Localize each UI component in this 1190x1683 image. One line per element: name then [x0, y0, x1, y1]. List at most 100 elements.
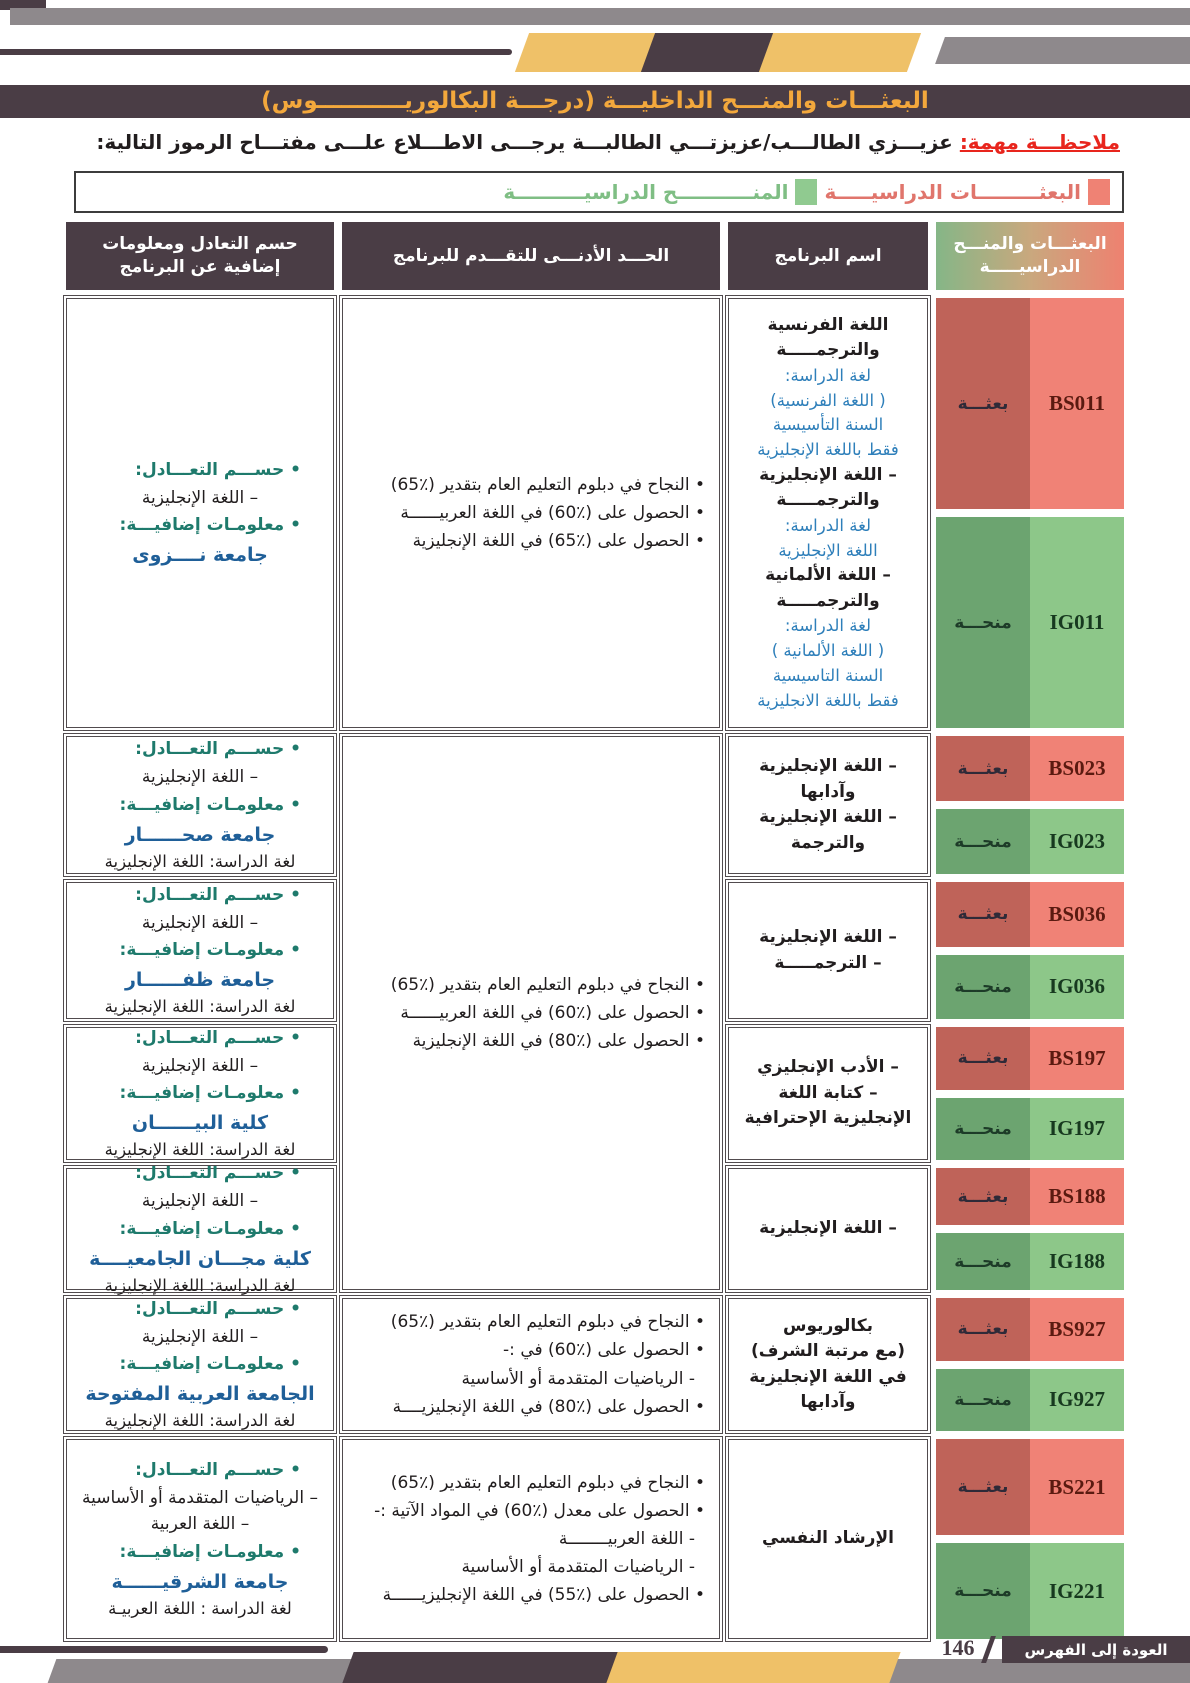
grant-legend-label: المنـــــــــــح الدراسيــــــــــة	[503, 180, 789, 204]
detail-line: – اللغة العربية	[150, 1514, 250, 1535]
university-name: كلية البيــــــان	[131, 1112, 269, 1134]
program-line: والترجمـــــة	[776, 340, 880, 361]
note-text: عزيـــزي الطالـــب/عزيزتـــي الطالبـــة …	[96, 130, 953, 154]
grant-cell: IG188 منحـــة	[936, 1233, 1124, 1290]
grant-code: IG221	[1030, 1543, 1124, 1639]
top-gray-bar	[10, 8, 1190, 25]
scholarship-cell: BS188 بعثـــة	[936, 1168, 1124, 1225]
grant-type-label: منحـــة	[936, 809, 1030, 874]
codes-cell: BS036 بعثـــة IG036 منحـــة	[936, 882, 1124, 1019]
header-ribbon-yellow-1	[514, 33, 658, 72]
grant-code: IG036	[1030, 954, 1124, 1019]
scholarship-code: BS197	[1030, 1027, 1124, 1090]
program-line: – اللغة الإنجليزية	[759, 927, 897, 947]
header-tiebreak-info: حسم التعادل ومعلومات إضافية عن البرنامج	[66, 222, 334, 290]
program-line: فقط باللغة الانجليزية	[757, 690, 899, 710]
program-line: والترجمـــــة	[776, 590, 880, 611]
section-heading: • معلومـات إضافيـــة:	[119, 1083, 301, 1104]
program-line: لغة الدراسة:	[784, 515, 872, 535]
grant-cell: IG011 منحـــة	[936, 517, 1124, 728]
condition-line: • الحصول على معدل (٪60) في المواد الآتية…	[374, 1500, 705, 1521]
scholarship-cell: BS927 بعثـــة	[936, 1298, 1124, 1361]
min-requirements-cell: • النجاح في دبلوم التعليم العام بتقدير (…	[339, 1295, 723, 1434]
program-name-cell: – اللغة الإنجليزية – الترجمـــــة	[725, 879, 931, 1022]
header-ribbon-yellow-2	[758, 33, 922, 72]
program-line: – الأدب الإنجليزي	[757, 1057, 899, 1078]
condition-line: • الحصول على (٪80) في اللغة الإنجليزية	[412, 1031, 705, 1052]
codes-cell: BS011 بعثـــة IG011 منحـــة	[936, 298, 1124, 728]
grant-type-label: منحـــة	[936, 1368, 1030, 1431]
program-line: – اللغة الإنجليزية	[759, 756, 897, 776]
grant-cell: IG023 منحـــة	[936, 809, 1124, 874]
program-name-cell: – اللغة الإنجليزية	[725, 1165, 931, 1293]
program-line: – اللغة الإنجليزية	[759, 464, 897, 485]
grant-cell: IG197 منحـــة	[936, 1097, 1124, 1160]
section-heading: • حســـم التعـــادل:	[135, 884, 301, 905]
min-requirements-cell: • النجاح في دبلوم التعليم العام بتقدير (…	[339, 733, 723, 1293]
scholarship-cell: BS197 بعثـــة	[936, 1027, 1124, 1090]
scholarship-type-label: بعثـــة	[936, 882, 1030, 947]
back-to-index-button[interactable]: العودة إلى الفهرس	[1002, 1636, 1190, 1663]
scholarship-cell: BS221 بعثـــة	[936, 1439, 1124, 1535]
scholarship-type-label: بعثـــة	[936, 736, 1030, 801]
program-line: ( اللغة الفرنسية)	[770, 390, 886, 410]
program-line: – اللغة الألمانية	[765, 565, 891, 586]
grant-color-swatch	[795, 179, 818, 205]
language-note: لغة الدراسة: اللغة الإنجليزية	[104, 851, 296, 871]
grant-type-label: منحـــة	[936, 954, 1030, 1019]
scholarship-type-label: بعثـــة	[936, 1298, 1030, 1361]
program-name-cell: بكالوريوس (مع مرتبة الشرف) في اللغة الإنجل…	[725, 1295, 931, 1434]
university-name: كلية مجـــان الجامعيــــة	[89, 1247, 311, 1270]
program-line: السنة التأسيسية	[772, 415, 884, 435]
program-line: اللغة الفرنسية	[767, 314, 889, 335]
section-heading: • حســـم التعـــادل:	[135, 1027, 301, 1048]
university-name: جامعة نــــزوى	[132, 543, 268, 566]
codes-cell: BS221 بعثـــة IG221 منحـــة	[936, 1439, 1124, 1639]
legend-box: البعثـــــــــات الدراسيـــــة المنـــــ…	[74, 171, 1124, 213]
note-label: ملاحظـــة مهمة:	[959, 130, 1120, 154]
section-heading: • حســـم التعـــادل:	[135, 1163, 301, 1184]
detail-line: – اللغة الإنجليزية	[141, 767, 259, 788]
grant-code: IG197	[1030, 1097, 1124, 1160]
scholarship-code: BS221	[1030, 1439, 1124, 1535]
program-line: فقط باللغة الإنجليزية	[757, 440, 899, 459]
header-minimum-requirements: الحـــد الأدنـــى للتقـــدم للبرنامج	[342, 222, 720, 290]
condition-line: • النجاح في دبلوم التعليم العام بتقدير (…	[390, 974, 705, 995]
university-name: جامعة الشرقيــــــة	[111, 1570, 289, 1593]
scholarship-code: BS023	[1030, 736, 1124, 801]
tiebreak-info-cell: • حســـم التعـــادل: – اللغة الإنجليزية • …	[63, 1024, 337, 1163]
page-number: 146	[941, 1635, 975, 1660]
program-line: (مع مرتبة الشرف)	[750, 1341, 906, 1361]
footer-ribbon-yellow	[606, 1652, 901, 1683]
grant-type-label: منحـــة	[936, 1097, 1030, 1160]
detail-line: – اللغة الإنجليزية	[141, 487, 259, 508]
tiebreak-info-cell: • حســـم التعـــادل: – الرياضيات المتقدمة…	[63, 1436, 337, 1642]
scholarship-code: BS188	[1030, 1168, 1124, 1225]
scholarship-code: BS927	[1030, 1298, 1124, 1361]
codes-cell: BS188 بعثـــة IG188 منحـــة	[936, 1168, 1124, 1290]
university-name: جامعة صحــــــار	[124, 823, 276, 846]
grant-cell: IG036 منحـــة	[936, 954, 1124, 1019]
language-note: لغة الدراسة : اللغة العربيـة	[108, 1599, 292, 1619]
program-line: – اللغة الإنجليزية	[759, 807, 897, 827]
codes-cell: BS197 بعثـــة IG197 منحـــة	[936, 1027, 1124, 1160]
scholarship-type-label: بعثـــة	[936, 298, 1030, 509]
section-heading: • حســـم التعـــادل:	[135, 739, 301, 760]
top-corner-bar	[0, 0, 46, 10]
language-note: لغة الدراسة: اللغة الإنجليزية	[104, 1275, 296, 1295]
detail-line: – الرياضيات المتقدمة أو الأساسية	[82, 1488, 318, 1509]
important-note: ملاحظـــة مهمة: عزيـــزي الطالـــب/عزيزت…	[40, 130, 1120, 154]
header-program-name: اسم البرنامج	[728, 222, 928, 290]
grant-code: IG927	[1030, 1368, 1124, 1431]
program-line: الإنجليزية الإحترافية	[744, 1108, 912, 1129]
grant-type-label: منحـــة	[936, 1233, 1030, 1290]
program-line: لغة الدراسة:	[784, 365, 872, 385]
scholarship-type-label: بعثـــة	[936, 1027, 1030, 1090]
footer-accent-line	[0, 1646, 328, 1653]
header-accent-line	[0, 49, 512, 55]
tiebreak-info-cell: • حســـم التعـــادل: – اللغة الإنجليزية • …	[63, 879, 337, 1022]
header-ribbon-gray	[935, 37, 1190, 64]
program-line: بكالوريوس	[783, 1315, 873, 1336]
tiebreak-info-cell: • حســـم التعـــادل: – اللغة الإنجليزية • …	[63, 295, 337, 731]
